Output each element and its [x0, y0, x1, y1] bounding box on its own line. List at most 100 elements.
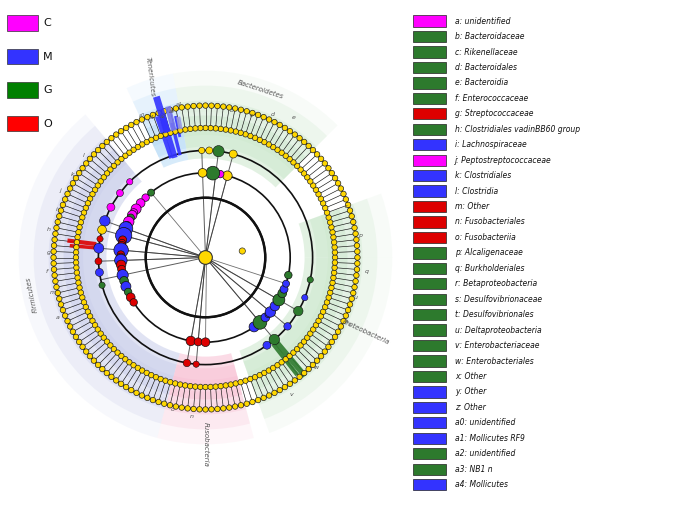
Circle shape: [252, 374, 258, 380]
Circle shape: [120, 277, 129, 285]
Circle shape: [179, 405, 184, 410]
Text: m: m: [49, 290, 55, 295]
Circle shape: [252, 135, 258, 141]
Circle shape: [95, 258, 102, 265]
Circle shape: [214, 406, 220, 411]
Circle shape: [332, 334, 338, 339]
Wedge shape: [139, 103, 184, 147]
Circle shape: [119, 156, 124, 162]
Text: b: b: [229, 108, 234, 113]
Text: t: Desulfovibrionales: t: Desulfovibrionales: [455, 310, 534, 319]
Circle shape: [101, 175, 107, 180]
Circle shape: [145, 114, 150, 120]
Circle shape: [327, 290, 333, 296]
Circle shape: [53, 231, 58, 236]
FancyBboxPatch shape: [413, 124, 447, 135]
Circle shape: [131, 204, 141, 214]
Circle shape: [127, 214, 134, 221]
Circle shape: [340, 318, 346, 324]
Circle shape: [228, 382, 234, 387]
Circle shape: [123, 216, 134, 227]
Circle shape: [77, 170, 82, 176]
Circle shape: [173, 404, 179, 409]
FancyBboxPatch shape: [413, 170, 447, 181]
Circle shape: [324, 210, 329, 215]
Circle shape: [139, 393, 145, 398]
Circle shape: [256, 397, 261, 403]
Text: k: Clostridiales: k: Clostridiales: [455, 171, 511, 180]
Circle shape: [193, 361, 199, 367]
Circle shape: [177, 128, 183, 133]
Circle shape: [153, 374, 159, 380]
Circle shape: [121, 282, 131, 291]
Circle shape: [271, 144, 276, 150]
Circle shape: [338, 324, 344, 329]
FancyBboxPatch shape: [413, 433, 447, 444]
Circle shape: [213, 384, 219, 389]
Text: e: Bacteroidia: e: Bacteroidia: [455, 78, 508, 88]
Circle shape: [287, 353, 292, 359]
Circle shape: [74, 239, 79, 245]
Circle shape: [353, 237, 359, 243]
Circle shape: [109, 374, 114, 380]
Circle shape: [326, 215, 332, 220]
Circle shape: [283, 356, 288, 362]
Circle shape: [329, 230, 335, 235]
Text: r: r: [345, 204, 347, 209]
Circle shape: [55, 219, 60, 225]
Wedge shape: [165, 376, 246, 415]
Circle shape: [51, 267, 57, 272]
Text: M: M: [43, 52, 53, 62]
Circle shape: [77, 225, 82, 230]
Circle shape: [287, 128, 292, 134]
FancyBboxPatch shape: [413, 479, 447, 490]
Text: Bacteroidetes: Bacteroidetes: [236, 79, 284, 99]
Circle shape: [279, 150, 284, 156]
Circle shape: [287, 381, 292, 387]
Circle shape: [51, 249, 56, 254]
Circle shape: [95, 183, 101, 188]
Wedge shape: [299, 214, 332, 258]
Wedge shape: [256, 258, 393, 433]
Circle shape: [325, 165, 331, 171]
Circle shape: [99, 366, 105, 372]
Text: a3: NB1 n: a3: NB1 n: [455, 465, 493, 474]
Text: a2: a2: [160, 114, 166, 119]
Circle shape: [294, 306, 303, 316]
Circle shape: [318, 196, 323, 201]
Circle shape: [95, 327, 101, 332]
Circle shape: [282, 280, 290, 287]
Circle shape: [273, 294, 285, 306]
Circle shape: [123, 125, 129, 131]
Circle shape: [347, 208, 353, 213]
Circle shape: [290, 350, 296, 355]
Circle shape: [326, 295, 332, 300]
Wedge shape: [173, 353, 238, 385]
Circle shape: [253, 316, 266, 329]
Circle shape: [280, 285, 288, 293]
Circle shape: [324, 300, 329, 305]
Circle shape: [203, 125, 208, 131]
Circle shape: [145, 395, 150, 401]
Circle shape: [114, 132, 119, 138]
Circle shape: [238, 130, 243, 135]
FancyBboxPatch shape: [413, 46, 447, 58]
Circle shape: [323, 304, 328, 310]
Circle shape: [53, 279, 58, 284]
Circle shape: [244, 401, 249, 406]
Circle shape: [51, 243, 57, 248]
FancyBboxPatch shape: [413, 464, 447, 475]
Circle shape: [85, 200, 90, 206]
FancyBboxPatch shape: [413, 108, 447, 119]
FancyBboxPatch shape: [413, 93, 447, 104]
Text: a0: a0: [139, 113, 145, 118]
Text: z: Other: z: Other: [455, 403, 486, 412]
Wedge shape: [34, 126, 171, 423]
Circle shape: [329, 225, 334, 230]
Circle shape: [135, 365, 140, 371]
Circle shape: [284, 322, 291, 330]
Text: v: Enterobacteriaceae: v: Enterobacteriaceae: [455, 341, 539, 350]
Circle shape: [301, 370, 307, 376]
Circle shape: [177, 382, 183, 387]
Circle shape: [119, 239, 125, 246]
